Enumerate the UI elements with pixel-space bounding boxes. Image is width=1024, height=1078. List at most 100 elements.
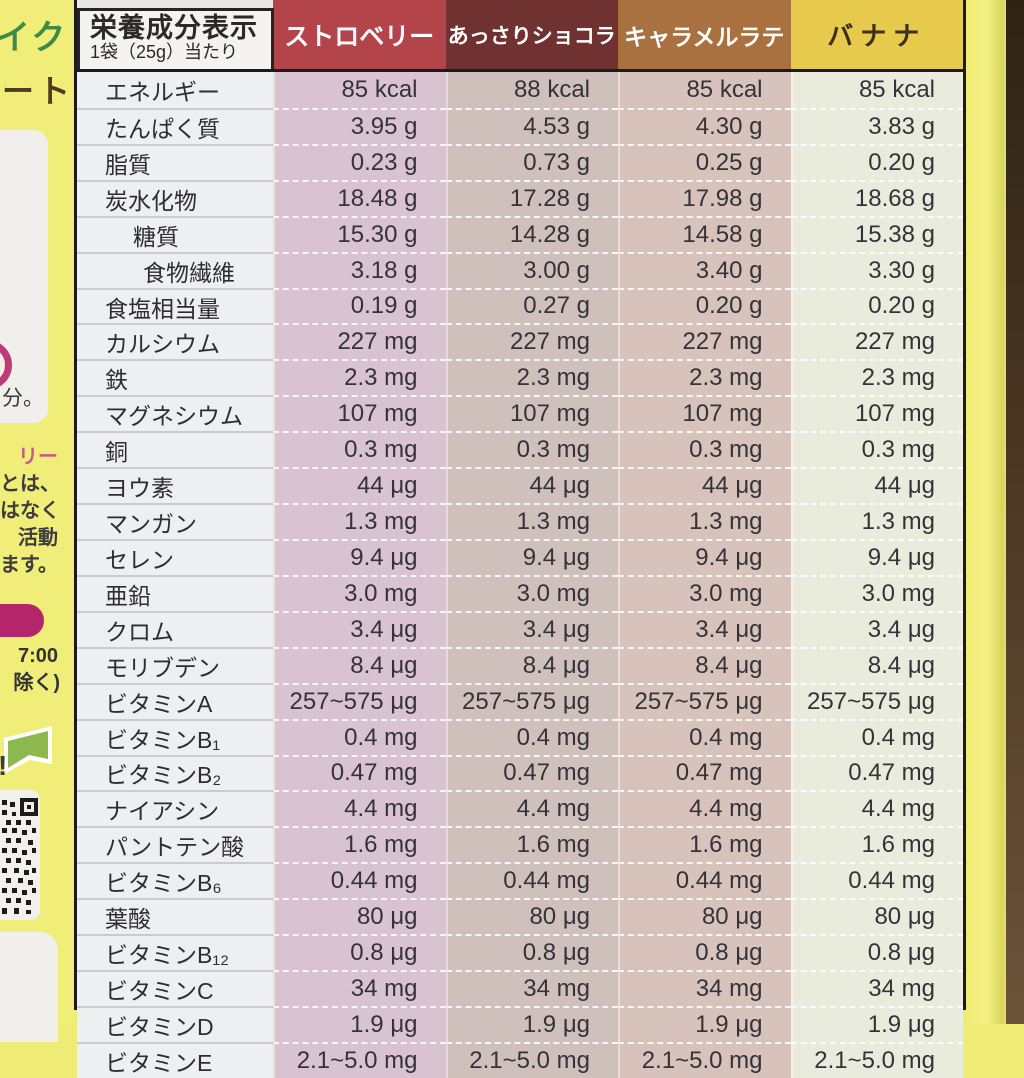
value-cell-strawberry: 8.4 μg: [273, 646, 446, 683]
value-cell-banana: 2.1~5.0 mg: [790, 1041, 963, 1078]
row-label: 炭水化物: [77, 179, 273, 216]
value-cell-caramel-latte: 107 mg: [618, 395, 791, 432]
value-cell-strawberry: 34 mg: [273, 970, 446, 1006]
value-cell-strawberry: 4.4 mg: [273, 790, 446, 827]
green-ribbon-icon: [2, 724, 54, 788]
value-cell-strawberry: 257~575 μg: [273, 682, 446, 719]
row-label: ビタミンE: [77, 1041, 273, 1078]
package-paragraph-fragment: リー とは、 はなく 活動 ます。: [0, 444, 60, 579]
value-cell-chocolate: 4.4 mg: [445, 790, 618, 827]
column-header-chocolate: あっさりショコラ: [445, 0, 618, 69]
column-header-banana: バナナ: [790, 0, 963, 69]
table-row: 鉄 2.3 mg 2.3 mg 2.3 mg 2.3 mg: [77, 359, 963, 396]
value-cell-chocolate: 0.4 mg: [445, 718, 618, 755]
value-cell-strawberry: 1.3 mg: [273, 503, 446, 539]
paragraph-line: ます。: [0, 554, 58, 576]
value-cell-caramel-latte: 227 mg: [618, 323, 791, 360]
paragraph-line: とは、: [0, 473, 60, 495]
value-cell-banana: 0.20 g: [790, 143, 963, 180]
row-label: たんぱく質: [77, 107, 273, 144]
table-title-cell: 栄養成分表示 1袋（25g）当たり: [77, 0, 274, 69]
value-cell-caramel-latte: 3.40 g: [618, 251, 791, 288]
value-cell-chocolate: 1.6 mg: [445, 826, 618, 863]
value-cell-caramel-latte: 3.0 mg: [618, 574, 791, 611]
row-label: ビタミンC: [77, 970, 273, 1006]
value-cell-banana: 34 mg: [790, 970, 963, 1006]
value-cell-caramel-latte: 4.4 mg: [618, 790, 791, 827]
value-cell-banana: 2.3 mg: [790, 359, 963, 396]
value-cell-strawberry: 107 mg: [273, 395, 446, 432]
value-cell-strawberry: 0.47 mg: [273, 754, 446, 791]
value-cell-banana: 1.3 mg: [790, 503, 963, 539]
value-cell-chocolate: 0.8 μg: [445, 934, 618, 971]
row-label: ビタミンA: [77, 682, 273, 719]
value-cell-strawberry: 0.44 mg: [273, 862, 446, 899]
row-label: パントテン酸: [77, 826, 273, 863]
value-cell-banana: 0.47 mg: [790, 754, 963, 791]
table-row: マンガン 1.3 mg 1.3 mg 1.3 mg 1.3 mg: [77, 503, 963, 539]
value-cell-strawberry: 0.3 mg: [273, 431, 446, 468]
value-cell-banana: 3.83 g: [790, 107, 963, 144]
package-white-panel-bottom: [0, 932, 58, 1042]
table-row: 食塩相当量 0.19 g 0.27 g 0.20 g 0.20 g: [77, 287, 963, 324]
row-label: セレン: [77, 538, 273, 575]
exclamation-text-fragment: !: [0, 750, 7, 782]
value-cell-banana: 0.44 mg: [790, 862, 963, 899]
value-cell-caramel-latte: 2.1~5.0 mg: [618, 1041, 791, 1078]
value-cell-caramel-latte: 4.30 g: [618, 107, 791, 144]
value-cell-strawberry: 3.95 g: [273, 107, 446, 144]
column-header-strawberry: ストロベリー: [273, 0, 446, 69]
value-cell-caramel-latte: 1.6 mg: [618, 826, 791, 863]
value-cell-chocolate: 107 mg: [445, 395, 618, 432]
value-cell-caramel-latte: 0.3 mg: [618, 431, 791, 468]
table-body: エネルギー 85 kcal 88 kcal 85 kcal 85 kcal たん…: [77, 72, 963, 1078]
value-cell-chocolate: 80 μg: [445, 898, 618, 935]
table-row: たんぱく質 3.95 g 4.53 g 4.30 g 3.83 g: [77, 107, 963, 144]
value-cell-caramel-latte: 34 mg: [618, 970, 791, 1006]
value-cell-chocolate: 0.27 g: [445, 287, 618, 324]
row-label: ビタミンB₆: [77, 862, 273, 899]
table-row: マグネシウム 107 mg 107 mg 107 mg 107 mg: [77, 395, 963, 432]
row-label: 食物繊維: [77, 251, 273, 288]
time-text-fragment: 7:00: [17, 645, 58, 667]
value-cell-banana: 15.38 g: [790, 215, 963, 252]
value-cell-caramel-latte: 0.20 g: [618, 287, 791, 324]
value-cell-banana: 85 kcal: [790, 72, 963, 108]
value-cell-strawberry: 44 μg: [273, 467, 446, 504]
value-cell-chocolate: 17.28 g: [445, 179, 618, 216]
value-cell-caramel-latte: 2.3 mg: [618, 359, 791, 396]
value-cell-caramel-latte: 0.44 mg: [618, 862, 791, 899]
value-cell-chocolate: 257~575 μg: [445, 682, 618, 719]
value-cell-banana: 1.6 mg: [790, 826, 963, 863]
row-label: 銅: [77, 431, 273, 468]
table-row: ビタミンB₆ 0.44 mg 0.44 mg 0.44 mg 0.44 mg: [77, 862, 963, 899]
value-cell-chocolate: 0.47 mg: [445, 754, 618, 791]
value-cell-caramel-latte: 3.4 μg: [618, 610, 791, 647]
value-cell-banana: 0.8 μg: [790, 934, 963, 971]
value-cell-strawberry: 0.23 g: [273, 143, 446, 180]
value-cell-strawberry: 0.4 mg: [273, 718, 446, 755]
value-cell-chocolate: 88 kcal: [445, 72, 618, 108]
row-label: クロム: [77, 610, 273, 647]
column-header-caramel-latte: キャラメルラテ: [618, 0, 791, 69]
row-label: マンガン: [77, 503, 273, 539]
value-cell-banana: 44 μg: [790, 467, 963, 504]
value-cell-chocolate: 2.1~5.0 mg: [445, 1041, 618, 1078]
value-cell-chocolate: 227 mg: [445, 323, 618, 360]
magenta-pill-shape: [0, 604, 44, 637]
value-cell-banana: 80 μg: [790, 898, 963, 935]
row-label: 糖質: [77, 215, 273, 252]
value-cell-banana: 8.4 μg: [790, 646, 963, 683]
value-cell-banana: 107 mg: [790, 395, 963, 432]
value-cell-banana: 3.30 g: [790, 251, 963, 288]
table-row: エネルギー 85 kcal 88 kcal 85 kcal 85 kcal: [77, 72, 963, 108]
table-header-row: 栄養成分表示 1袋（25g）当たり ストロベリー あっさりショコラ キャラメルラ…: [77, 0, 963, 72]
value-cell-caramel-latte: 0.4 mg: [618, 718, 791, 755]
photo-background-strip: [1006, 0, 1024, 1024]
table-row: パントテン酸 1.6 mg 1.6 mg 1.6 mg 1.6 mg: [77, 826, 963, 863]
value-cell-chocolate: 34 mg: [445, 970, 618, 1006]
paragraph-line: リー: [18, 446, 58, 468]
value-cell-chocolate: 3.4 μg: [445, 610, 618, 647]
value-cell-chocolate: 14.28 g: [445, 215, 618, 252]
table-row: 糖質 15.30 g 14.28 g 14.58 g 15.38 g: [77, 215, 963, 252]
